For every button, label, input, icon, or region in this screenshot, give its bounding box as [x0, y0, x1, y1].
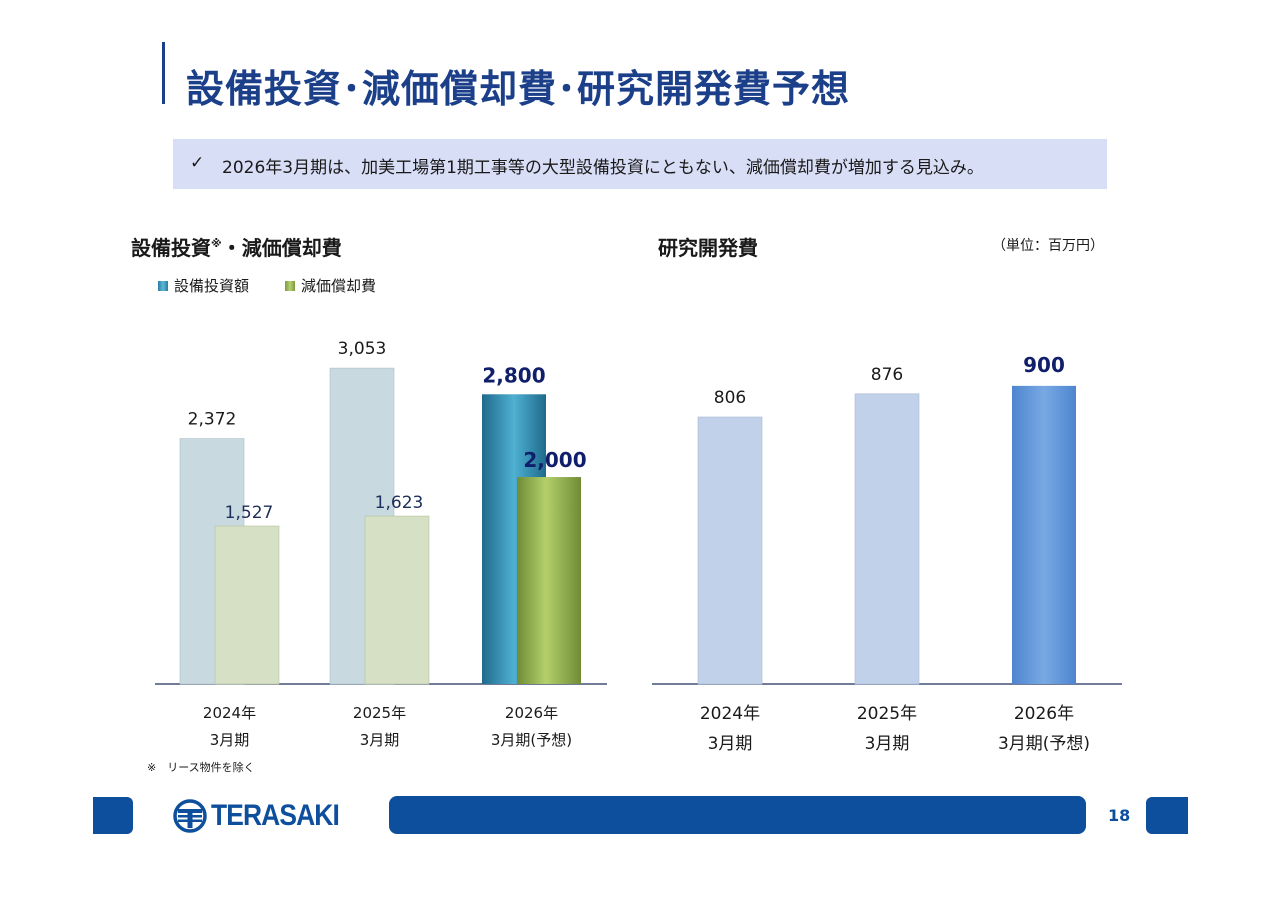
depreciation-bar: [364, 515, 430, 685]
x-tick-label: 3月期(予想): [998, 734, 1090, 754]
legend-swatch-capex: [158, 280, 168, 291]
terasaki-logo: TERASAKI: [173, 798, 356, 834]
footer-right-block: [1146, 797, 1188, 834]
terasaki-logo-icon: [173, 799, 207, 833]
unit-label: （単位：百万円）: [992, 238, 1104, 254]
x-tick-label: 2024年: [700, 704, 760, 724]
x-tick-label: 3月期: [210, 731, 250, 749]
rd-value-label: 876: [871, 365, 903, 385]
page-number: 18: [1108, 806, 1131, 825]
capex-value-label: 2,372: [188, 410, 237, 430]
footer-bar: [389, 796, 1086, 834]
page-title: 設備投資･減価償却費･研究開発費予想: [186, 67, 851, 111]
right-chart-title: 研究開発費: [658, 236, 758, 260]
depreciation-bar: [517, 477, 581, 684]
checkmark-icon: ✓: [190, 153, 205, 173]
x-tick-label: 3月期: [865, 734, 910, 754]
x-tick-label: 2026年: [505, 704, 558, 722]
x-tick-label: 2025年: [353, 704, 406, 722]
summary-note-text: 2026年3月期は、加美工場第1期工事等の大型設備投資にともない、減価償却費が増…: [222, 158, 984, 178]
rd-value-label: 900: [1023, 353, 1065, 377]
x-tick-label: 3月期: [708, 734, 753, 754]
legend-item-depreciation: 減価償却費: [285, 275, 376, 296]
x-tick-label: 3月期: [360, 731, 400, 749]
legend-label-capex: 設備投資額: [174, 277, 250, 295]
x-tick-label: 3月期(予想): [491, 731, 572, 749]
legend-label-depreciation: 減価償却費: [301, 277, 377, 295]
x-tick-label: 2026年: [1014, 704, 1074, 724]
rd-bar: [697, 416, 763, 685]
rd-bar: [854, 393, 920, 685]
x-tick-label: 2024年: [203, 704, 256, 722]
capex-value-label: 3,053: [338, 339, 387, 359]
legend-swatch-depreciation: [285, 280, 295, 291]
capex-value-label: 2,800: [482, 363, 545, 387]
rd-bar: [1012, 385, 1076, 684]
depreciation-value-label: 1,623: [375, 493, 424, 513]
logo-text: TERASAKI: [211, 799, 340, 832]
x-tick-label: 2025年: [857, 704, 917, 724]
summary-note-box: [173, 139, 1107, 189]
footnote: ※ リース物件を除く: [147, 761, 255, 774]
depreciation-value-label: 1,527: [225, 503, 274, 523]
title-accent-bar: [162, 42, 165, 104]
rd-value-label: 806: [714, 388, 746, 408]
legend-item-capex: 設備投資額: [158, 275, 249, 296]
depreciation-bar: [214, 525, 280, 685]
left-chart-title: 設備投資※・減価償却費: [131, 236, 342, 260]
footer-left-block: [93, 797, 133, 834]
depreciation-value-label: 2,000: [523, 448, 586, 472]
